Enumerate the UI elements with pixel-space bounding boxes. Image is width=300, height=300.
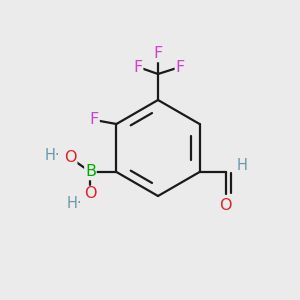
Text: F: F (176, 59, 184, 74)
Text: O: O (84, 187, 97, 202)
Text: O: O (64, 151, 77, 166)
Text: F: F (90, 112, 99, 128)
Text: B: B (85, 164, 96, 179)
Text: H·: H· (67, 196, 82, 211)
Text: O: O (219, 197, 232, 212)
Text: H·: H· (45, 148, 60, 164)
Text: F: F (153, 46, 163, 62)
Text: F: F (134, 59, 142, 74)
Text: H: H (236, 158, 247, 173)
